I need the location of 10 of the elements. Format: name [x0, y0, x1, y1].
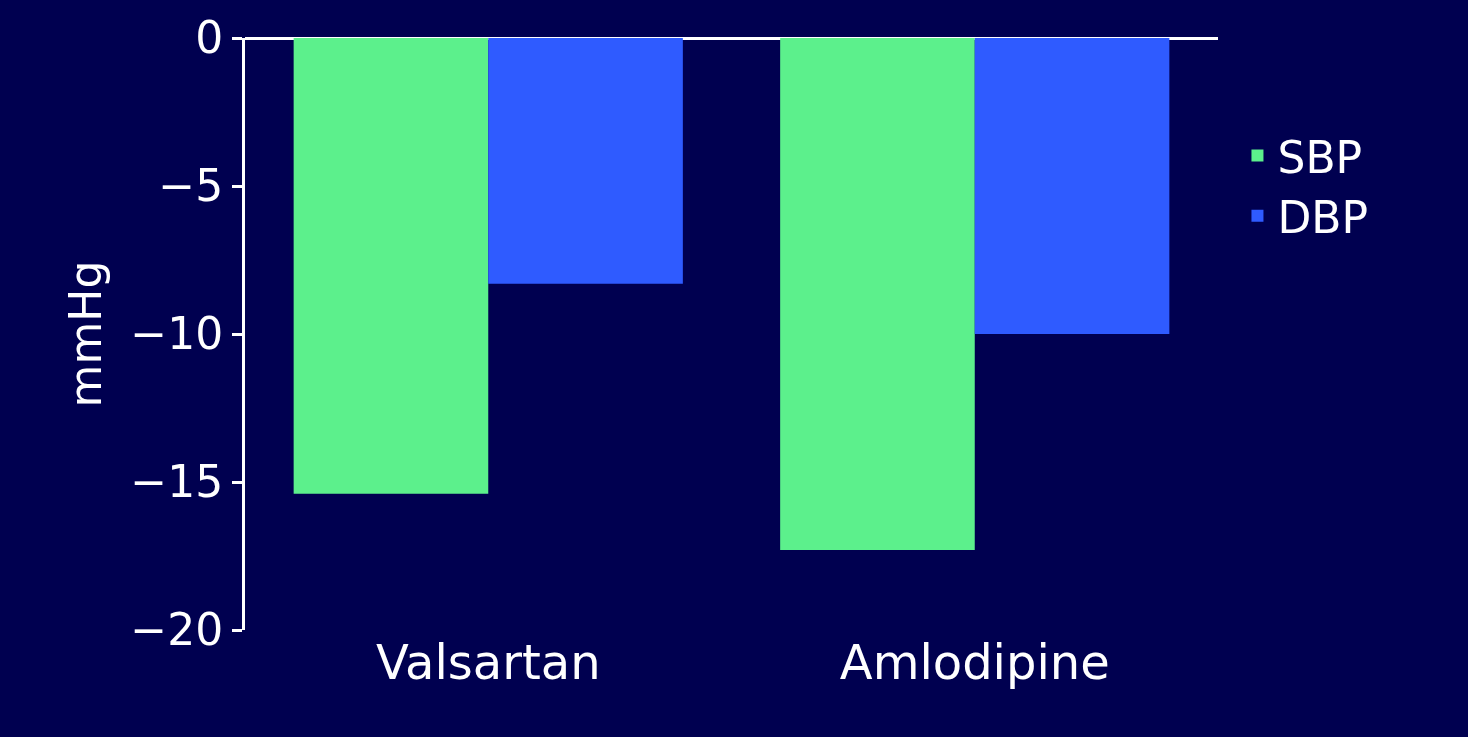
y-tick-label: −10	[130, 308, 224, 360]
x-tick-label: Amlodipine	[839, 634, 1110, 690]
y-tick-label: −5	[158, 160, 224, 212]
y-axis-title: mmHg	[60, 260, 112, 408]
legend-label: DBP	[1277, 191, 1369, 243]
legend-label: SBP	[1277, 131, 1363, 183]
y-tick-label: −20	[130, 604, 224, 656]
y-tick-label: −15	[130, 456, 224, 508]
y-tick-label: 0	[195, 12, 224, 64]
x-tick-label: Valsartan	[375, 634, 601, 690]
